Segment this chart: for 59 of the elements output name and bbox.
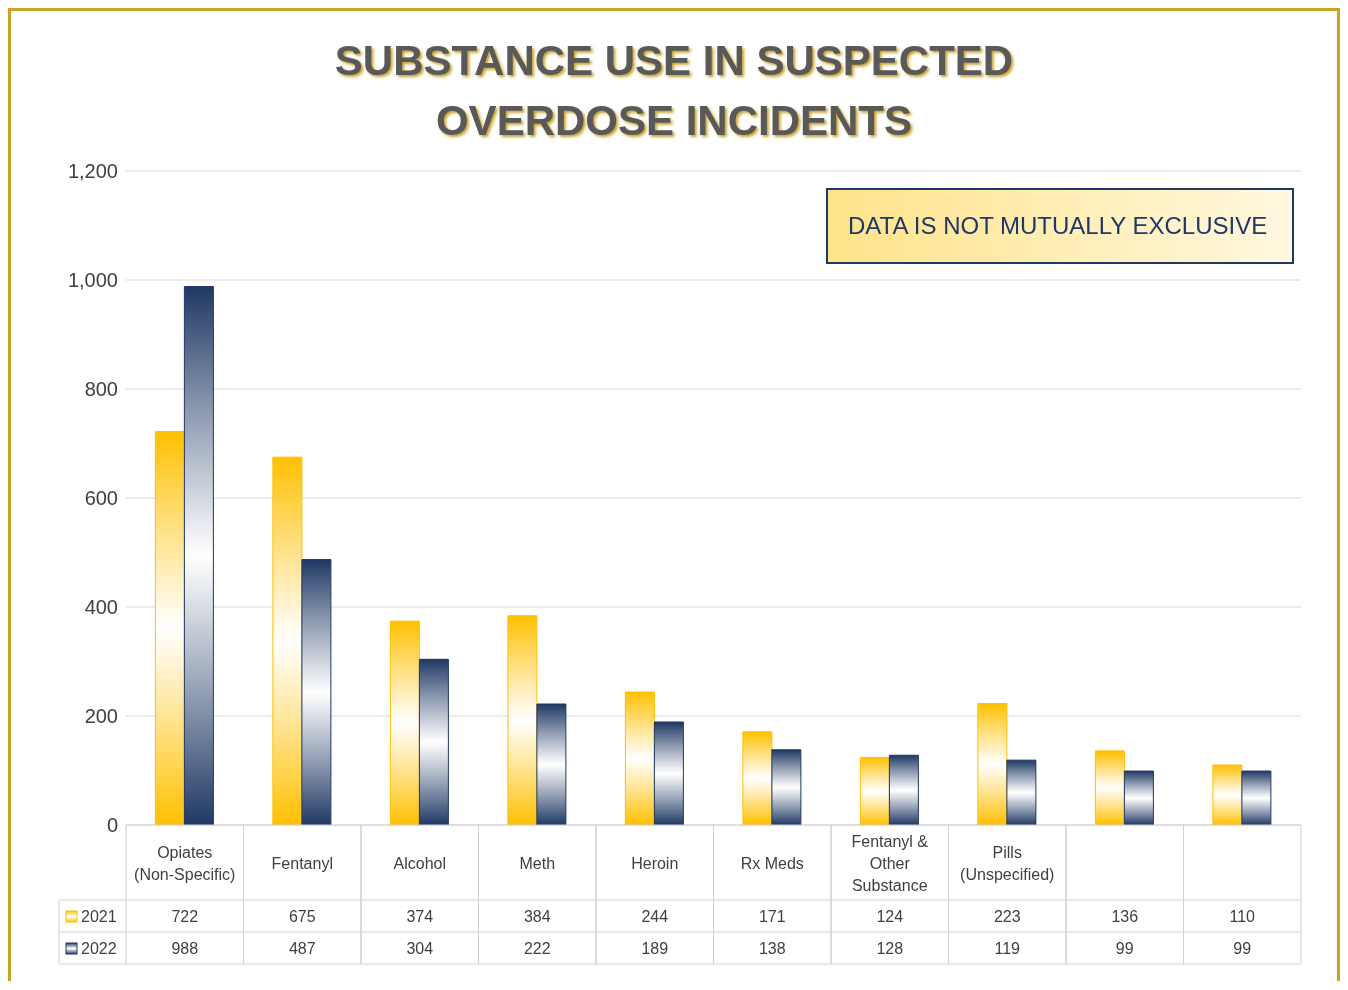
y-tick-label: 800 xyxy=(84,378,118,401)
legend-label: 2022 xyxy=(81,940,117,957)
data-label: 384 xyxy=(523,908,551,925)
data-label: 99 xyxy=(1233,940,1252,957)
bar xyxy=(1094,750,1125,825)
data-label: 99 xyxy=(1115,940,1134,957)
bar xyxy=(888,754,919,825)
bar xyxy=(742,731,773,825)
bar xyxy=(507,615,538,825)
x-tick-label: Meth xyxy=(519,854,556,872)
x-tick-label: Pills (Unspecified) xyxy=(960,843,1055,883)
data-label: 128 xyxy=(876,940,904,957)
data-label: 244 xyxy=(641,908,669,925)
bar xyxy=(977,702,1008,825)
data-label: 988 xyxy=(171,940,199,957)
bar xyxy=(1123,770,1154,825)
x-tick-label: Heroin xyxy=(631,854,679,872)
data-label: 223 xyxy=(993,908,1021,925)
data-label: 222 xyxy=(523,940,551,957)
x-tick-label: Rx Meds xyxy=(740,854,804,872)
bar xyxy=(389,620,420,825)
data-label: 374 xyxy=(406,908,434,925)
bar xyxy=(272,456,303,825)
bar xyxy=(624,691,655,825)
data-label: 119 xyxy=(994,940,1021,957)
data-label: 487 xyxy=(288,940,316,957)
chart-title: SUBSTANCE USE IN SUSPECTED OVERDOSE INCIDENTS xyxy=(333,36,1015,146)
data-label: 675 xyxy=(288,908,316,925)
y-tick-label: 400 xyxy=(84,596,118,619)
data-label: 171 xyxy=(758,908,786,925)
y-tick-label: 0 xyxy=(106,814,118,837)
bar xyxy=(183,286,214,825)
bar xyxy=(859,756,890,825)
data-label: 189 xyxy=(641,940,669,957)
data-label: 136 xyxy=(1111,908,1139,925)
y-tick-label: 200 xyxy=(84,705,118,728)
x-tick-label: Fentanyl & Other Substance xyxy=(851,832,929,894)
data-label: 110 xyxy=(1229,908,1256,925)
bar xyxy=(154,431,185,825)
data-label: 722 xyxy=(171,908,199,925)
bar xyxy=(301,559,332,825)
legend-label: 2021 xyxy=(81,908,117,925)
bar xyxy=(536,703,567,825)
bar xyxy=(1006,759,1037,825)
x-tick-label: Alcohol xyxy=(393,854,446,872)
x-tick-label: Fentanyl xyxy=(271,854,333,872)
bar xyxy=(418,658,449,825)
y-tick-label: 1,200 xyxy=(67,160,118,183)
data-label: 138 xyxy=(758,940,786,957)
bar xyxy=(653,721,684,825)
y-tick-label: 600 xyxy=(84,487,118,510)
bar xyxy=(771,749,802,825)
data-label: 304 xyxy=(406,940,434,957)
bar xyxy=(1241,770,1272,825)
x-tick-label: Opiates (Non-Specific) xyxy=(134,843,236,883)
bar xyxy=(1212,764,1243,825)
data-label: 124 xyxy=(876,908,904,925)
y-tick-label: 1,000 xyxy=(67,269,118,292)
annotation: DATA IS NOT MUTUALLY EXCLUSIVE xyxy=(826,188,1294,264)
